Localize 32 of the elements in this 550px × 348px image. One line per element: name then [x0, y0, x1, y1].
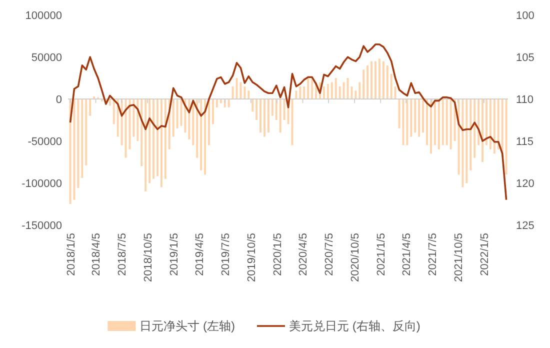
- x-tick-label: 2020/1/5: [272, 233, 284, 276]
- x-tick-label: 2021/1/5: [376, 233, 388, 276]
- y-tick-label: 100000: [25, 10, 62, 22]
- legend-label: 美元兑日元 (右轴、反向): [289, 319, 420, 333]
- x-tick-label: 2021/10/5: [452, 233, 465, 282]
- legend-label: 日元净头寸 (左轴): [140, 319, 235, 333]
- y-tick-label: -100000: [22, 178, 62, 190]
- y2-tick-label: 105: [516, 52, 534, 64]
- x-tick-label: 2018/1/5: [65, 233, 78, 276]
- y2-tick-label: 100: [516, 10, 534, 22]
- x-tick-label: 2019/10/5: [246, 233, 258, 282]
- x-tick-label: 2019/7/5: [220, 233, 232, 276]
- line-series: [69, 44, 508, 201]
- y-tick-label: -50000: [28, 136, 62, 148]
- x-tick-label: 2021/4/5: [401, 233, 414, 276]
- x-tick-label: 2018/4/5: [90, 233, 103, 276]
- y-tick-label: 0: [56, 94, 62, 106]
- y2-tick-label: 115: [516, 136, 534, 148]
- y2-tick-label: 125: [516, 220, 534, 232]
- x-tick-label: 2020/10/5: [350, 233, 362, 282]
- y-tick-label: -150000: [22, 220, 62, 232]
- y-tick-label: 50000: [31, 52, 62, 64]
- x-tick-label: 2018/7/5: [116, 233, 129, 276]
- x-tick-label: 2019/4/5: [194, 233, 206, 276]
- x-tick-label: 2020/7/5: [323, 233, 336, 276]
- x-tick-label: 2019/1/5: [168, 233, 181, 276]
- y2-tick-label: 110: [516, 94, 534, 106]
- x-tick-label: 2021/7/5: [426, 233, 439, 276]
- x-tick-label: 2018/10/5: [142, 233, 155, 282]
- x-tick-label: 2022/1/5: [478, 233, 491, 276]
- y2-tick-label: 120: [516, 178, 534, 190]
- x-tick-label: 2020/4/5: [298, 233, 310, 276]
